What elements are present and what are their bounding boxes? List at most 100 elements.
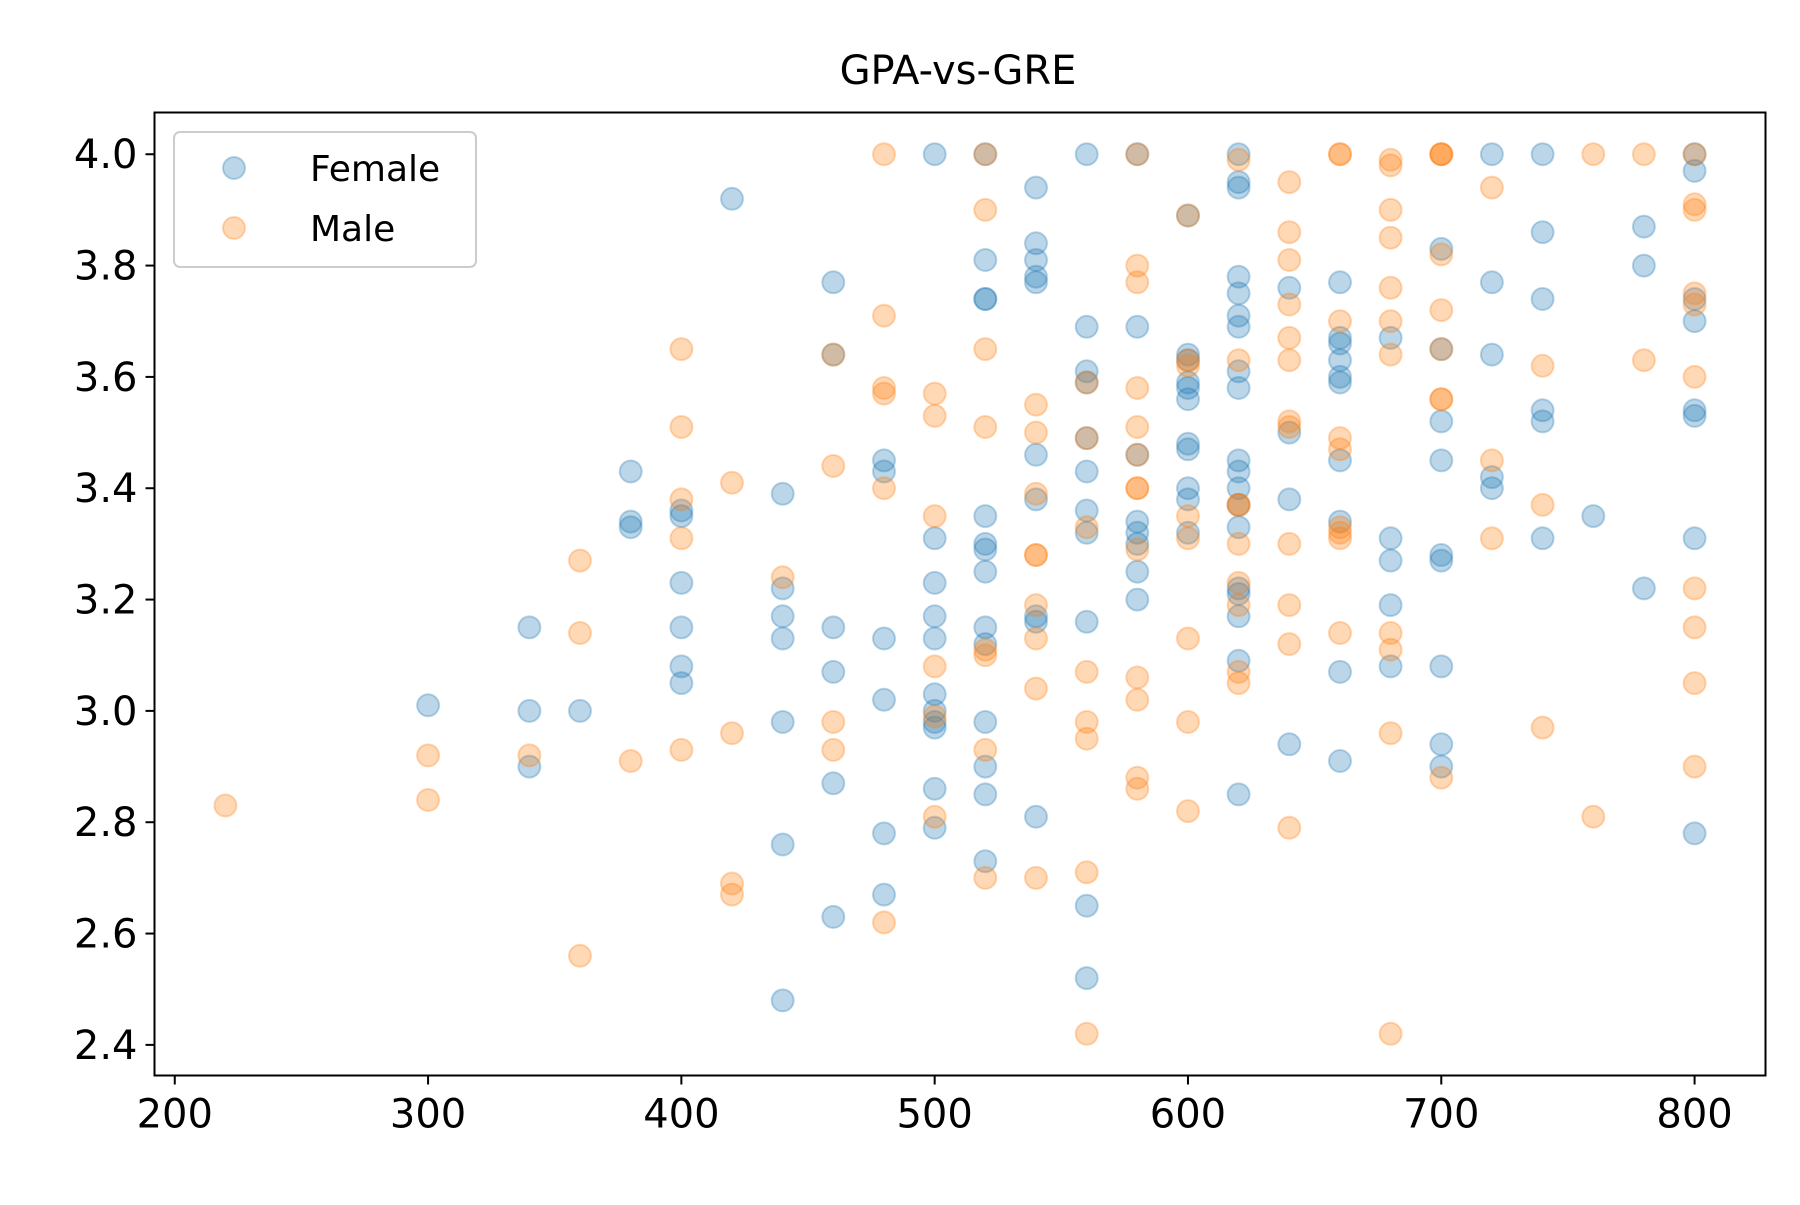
data-point <box>1125 559 1150 584</box>
x-tick-label: 800 <box>1656 1092 1732 1138</box>
data-point <box>1429 548 1454 573</box>
data-point <box>1277 348 1302 373</box>
data-point <box>1378 1021 1403 1046</box>
data-point <box>922 381 947 406</box>
data-point <box>1328 142 1352 167</box>
y-tick-label: 2.8 <box>74 800 138 846</box>
data-point <box>1682 142 1707 167</box>
data-point <box>922 704 947 729</box>
data-point <box>1378 721 1403 746</box>
data-point <box>1074 359 1099 384</box>
data-point <box>517 743 542 768</box>
data-point <box>1074 426 1099 451</box>
data-point <box>973 754 998 779</box>
data-point <box>1125 531 1150 556</box>
data-point <box>669 570 694 595</box>
data-point <box>1682 142 1707 167</box>
data-point <box>1378 153 1403 178</box>
data-point <box>1176 476 1200 501</box>
data-point <box>1530 492 1555 517</box>
y-tick-label: 3.4 <box>74 466 138 512</box>
data-point <box>1479 465 1504 490</box>
data-point <box>922 403 947 428</box>
data-point <box>618 749 643 773</box>
chart-title: GPA-vs-GRE <box>840 48 1077 94</box>
data-point <box>1277 815 1302 840</box>
data-point <box>973 615 998 640</box>
data-point <box>1530 353 1555 378</box>
data-point <box>1581 804 1606 829</box>
data-point <box>1226 576 1251 601</box>
data-point <box>1429 765 1454 790</box>
data-point <box>973 197 998 222</box>
data-point <box>1328 437 1352 462</box>
data-point <box>1378 225 1403 250</box>
data-point <box>922 626 947 651</box>
data-point <box>669 615 694 640</box>
y-tick-label: 2.4 <box>74 1023 138 1069</box>
data-point <box>821 454 846 478</box>
data-point <box>1024 175 1048 200</box>
data-point <box>1176 437 1200 462</box>
data-point <box>1530 715 1555 740</box>
data-point <box>1277 248 1302 272</box>
data-point <box>1074 426 1099 451</box>
data-point <box>618 509 643 534</box>
data-point <box>1125 442 1150 467</box>
data-point <box>1024 248 1048 272</box>
data-point <box>1479 526 1504 551</box>
data-point <box>1277 420 1302 445</box>
data-point <box>821 771 846 796</box>
data-point <box>1631 142 1656 167</box>
data-point <box>1429 409 1454 434</box>
data-point <box>568 621 592 645</box>
data-point <box>1277 170 1302 195</box>
data-point <box>669 337 694 362</box>
data-point <box>1328 526 1352 551</box>
data-point <box>1479 342 1504 367</box>
data-point <box>1125 537 1150 562</box>
y-tick-label: 3.6 <box>74 355 138 401</box>
data-point <box>1176 387 1200 412</box>
data-point <box>922 776 947 801</box>
data-point <box>821 342 846 367</box>
data-point <box>1429 242 1454 267</box>
data-point <box>1024 676 1048 701</box>
data-point <box>973 710 998 734</box>
data-point <box>821 270 846 295</box>
data-point <box>922 804 947 829</box>
data-point <box>1631 576 1656 601</box>
data-point <box>1024 626 1048 651</box>
data-point <box>1125 415 1150 439</box>
data-point <box>973 142 998 167</box>
data-point <box>973 287 998 311</box>
data-point <box>669 487 694 512</box>
data-point <box>1631 214 1656 239</box>
data-point <box>1226 264 1251 289</box>
data-point <box>1530 526 1555 551</box>
data-point <box>821 659 846 684</box>
data-point <box>1378 309 1403 334</box>
legend-marker-female <box>222 156 246 180</box>
data-point <box>770 626 795 651</box>
data-point <box>1226 476 1251 501</box>
data-point <box>1277 531 1302 556</box>
data-point <box>1328 142 1352 167</box>
data-point <box>1024 487 1048 512</box>
data-point <box>1328 515 1352 540</box>
data-point <box>1479 175 1504 200</box>
data-point <box>1125 442 1150 467</box>
data-point <box>1226 170 1251 195</box>
data-point <box>1176 520 1200 545</box>
data-point <box>1429 654 1454 679</box>
data-point <box>1176 370 1200 395</box>
data-point <box>1125 665 1150 690</box>
data-point <box>973 559 998 584</box>
data-point <box>1125 587 1150 612</box>
data-point <box>1328 448 1352 473</box>
data-point <box>1328 331 1352 356</box>
data-point <box>1024 231 1048 256</box>
data-point <box>618 459 643 484</box>
data-point <box>1277 325 1302 350</box>
data-point <box>973 531 998 556</box>
